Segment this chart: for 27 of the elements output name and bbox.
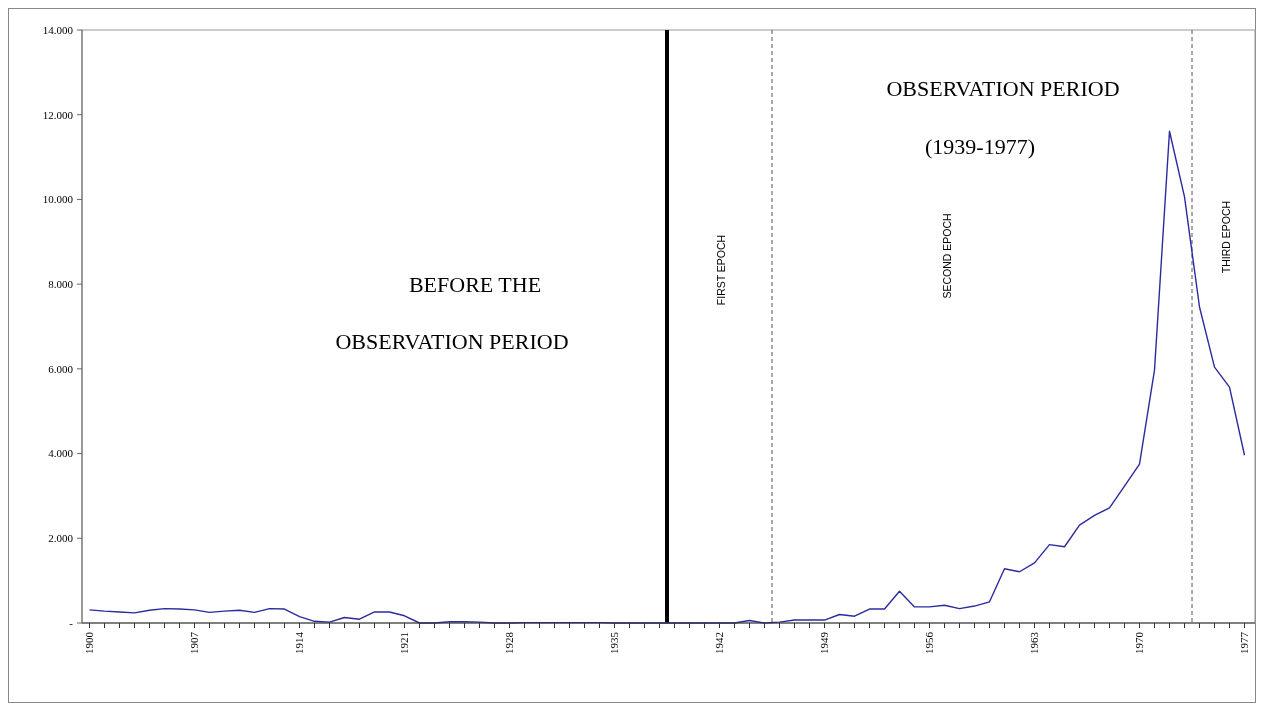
y-tick-label: 6.000: [48, 362, 74, 375]
annotation: SECOND EPOCH: [940, 213, 953, 299]
x-tick-label: 1977: [1238, 631, 1251, 654]
annotation: (1939-1977): [925, 133, 1035, 159]
x-tick-label: 1949: [818, 631, 831, 654]
y-tick-label: 12.000: [42, 108, 74, 121]
x-tick-label: 1963: [1028, 631, 1041, 654]
y-tick-label: 8.000: [48, 277, 74, 290]
y-tick-label: 10.000: [42, 193, 74, 206]
x-tick-label: 1900: [83, 631, 96, 654]
annotation: THIRD EPOCH: [1219, 200, 1232, 274]
y-tick-label: 2.000: [48, 532, 74, 545]
annotation: BEFORE THE: [408, 271, 542, 297]
x-tick-label: 1928: [503, 631, 516, 654]
x-tick-label: 1970: [1133, 631, 1146, 654]
x-tick-label: 1921: [398, 632, 411, 654]
x-tick-label: 1907: [188, 631, 201, 654]
annotation: OBSERVATION PERIOD: [335, 328, 569, 354]
y-tick-label: 14.000: [42, 23, 74, 36]
x-tick-label: 1935: [608, 631, 621, 654]
annotation: OBSERVATION PERIOD: [886, 75, 1120, 101]
x-tick-label: 1942: [713, 632, 726, 654]
x-tick-label: 1914: [293, 631, 306, 654]
y-tick-label: -: [69, 616, 74, 629]
annotation: FIRST EPOCH: [714, 234, 727, 306]
x-tick-label: 1956: [923, 631, 936, 654]
y-tick-label: 4.000: [48, 447, 74, 460]
